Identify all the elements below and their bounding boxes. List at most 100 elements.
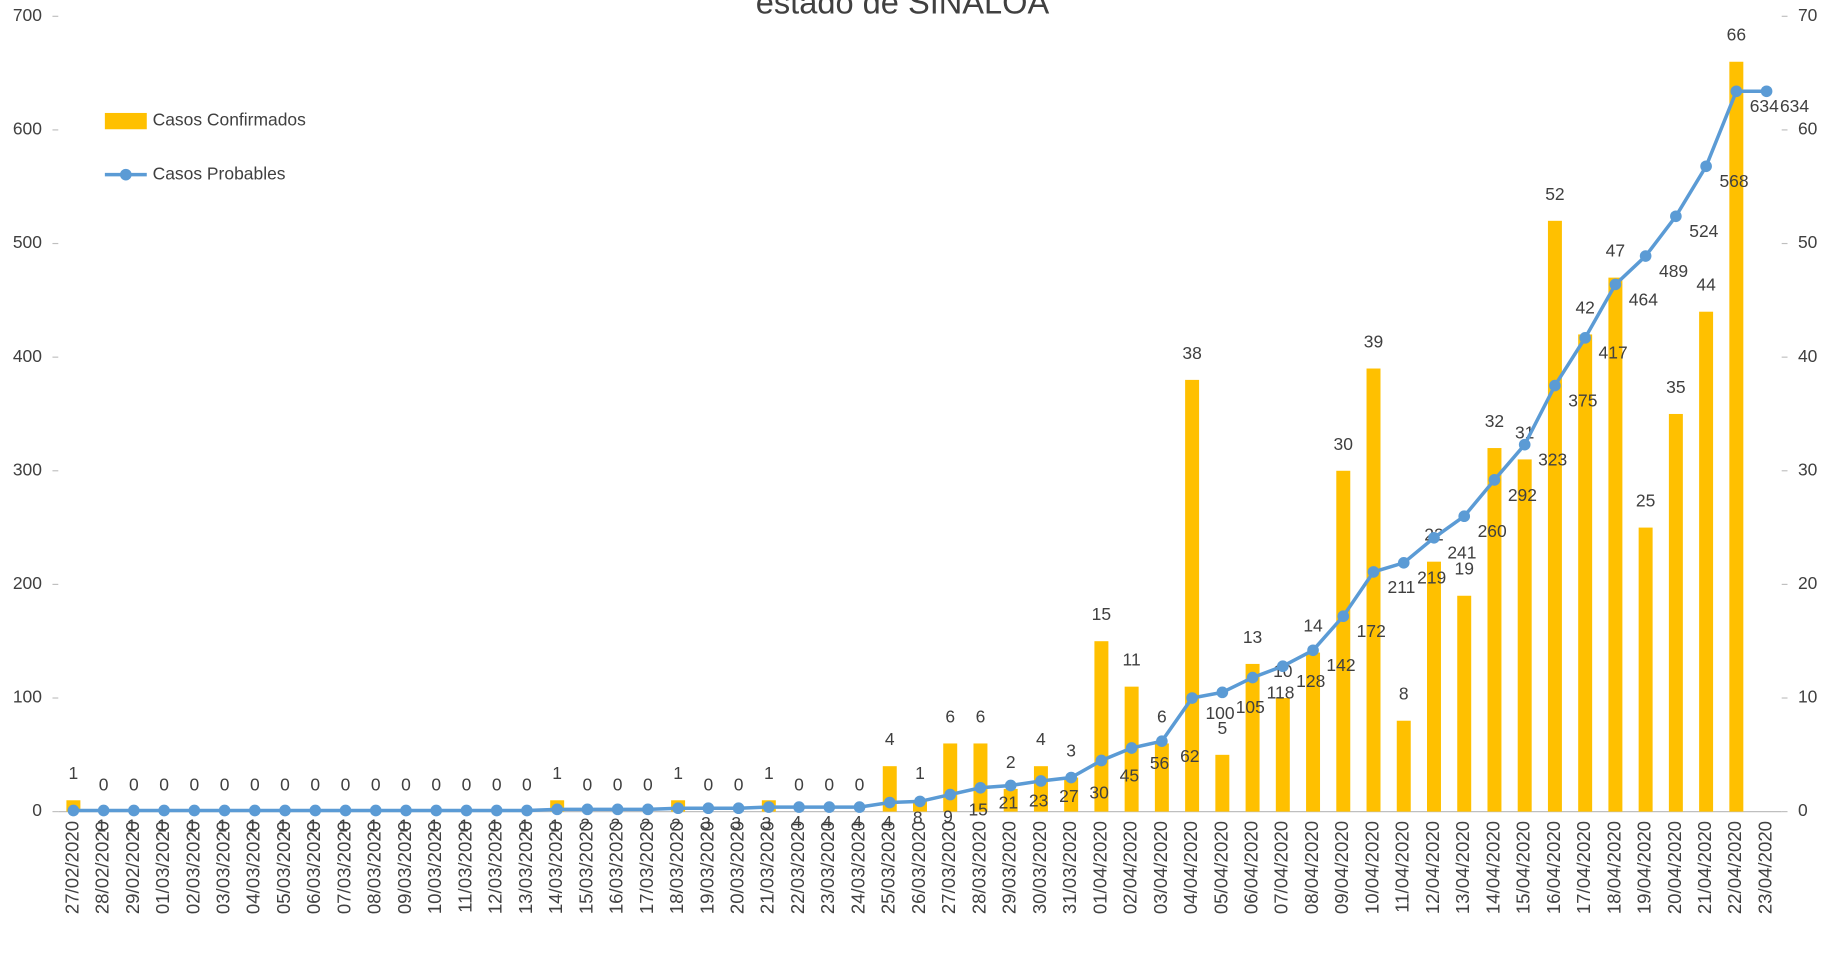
line-label: 568	[1719, 171, 1748, 191]
bar-label: 1	[552, 763, 562, 783]
x-tick-label: 23/03/2020	[817, 821, 838, 914]
line-label: 23	[1029, 790, 1048, 810]
line-marker	[1670, 210, 1682, 223]
bar-label: 11	[1123, 650, 1141, 670]
x-tick-label: 27/02/2020	[61, 821, 82, 914]
line-label: 1	[459, 815, 469, 835]
x-tick-label: 13/04/2020	[1452, 821, 1473, 914]
x-tick-label: 22/03/2020	[787, 821, 808, 914]
line-marker	[611, 803, 624, 816]
bar	[1517, 459, 1532, 812]
x-tick-label: 09/04/2020	[1331, 821, 1352, 914]
bar	[1064, 777, 1079, 812]
y2-tick-label: 10	[1798, 687, 1818, 707]
bar	[1729, 61, 1744, 812]
bar-label: 3	[1066, 741, 1076, 761]
line-marker	[1004, 779, 1017, 792]
line-marker	[702, 802, 715, 815]
line-label: 2	[610, 814, 620, 834]
bar-label: 0	[371, 775, 381, 795]
bar-label: 0	[129, 775, 139, 795]
x-tick-label: 20/04/2020	[1664, 821, 1685, 914]
bar	[1275, 698, 1290, 812]
bar-label: 14	[1303, 616, 1323, 636]
legend-label: Casos Probables	[153, 163, 286, 183]
y2-tick-label: 70	[1798, 5, 1818, 25]
x-tick-label: 13/03/2020	[515, 821, 536, 914]
x-tick-label: 01/03/2020	[152, 821, 173, 914]
bar-label: 0	[522, 775, 532, 795]
bar	[1396, 720, 1411, 812]
bar-label: 44	[1696, 275, 1716, 295]
bar-label: 0	[855, 775, 865, 795]
x-tick-label: 28/03/2020	[968, 821, 989, 914]
x-tick-label: 14/03/2020	[545, 821, 566, 914]
line-marker	[1639, 250, 1652, 262]
bar	[1336, 470, 1351, 812]
line-marker	[430, 804, 443, 817]
bar-label: 0	[189, 775, 199, 795]
bar-label: 2	[1006, 752, 1016, 772]
bar-label: 0	[280, 775, 290, 795]
bar	[1608, 277, 1623, 812]
line-marker	[309, 804, 322, 817]
line-label: 4	[792, 812, 802, 832]
line-marker	[188, 804, 201, 817]
line-marker	[1518, 438, 1531, 451]
line-marker	[1609, 278, 1622, 291]
bar-label: 0	[310, 775, 320, 795]
line-label: 1	[278, 815, 288, 835]
line-label: 1	[157, 815, 167, 835]
legend-swatch	[119, 168, 132, 181]
x-tick-label: 07/03/2020	[333, 821, 354, 914]
x-tick-label: 16/03/2020	[606, 821, 627, 914]
bar-label: 0	[643, 775, 653, 795]
line-marker	[944, 788, 957, 801]
line-marker	[551, 803, 563, 816]
bar	[1457, 595, 1472, 812]
y2-tick-label: 0	[1798, 800, 1808, 820]
x-tick-label: 03/04/2020	[1150, 821, 1171, 914]
line-marker	[521, 804, 533, 817]
bar-label: 0	[703, 775, 713, 795]
x-tick-label: 26/03/2020	[908, 821, 929, 914]
bar-label: 39	[1364, 332, 1383, 352]
line-marker	[1337, 610, 1350, 623]
bar-label: 4	[885, 729, 895, 749]
line-label: 219	[1417, 568, 1446, 588]
x-tick-label: 05/03/2020	[273, 821, 294, 914]
bar	[943, 743, 958, 812]
line-marker	[218, 804, 231, 817]
line-marker	[1760, 85, 1773, 98]
x-tick-label: 16/04/2020	[1543, 821, 1564, 914]
line-marker	[1276, 660, 1289, 673]
line-label: 1	[187, 815, 197, 835]
x-tick-label: 07/04/2020	[1271, 821, 1292, 914]
line-marker	[1035, 775, 1047, 787]
line-label: 1	[429, 815, 439, 835]
x-tick-label: 10/03/2020	[424, 821, 445, 914]
x-tick-label: 17/04/2020	[1573, 821, 1594, 914]
bar-label: 47	[1606, 241, 1625, 261]
x-tick-label: 05/04/2020	[1210, 821, 1231, 914]
line-label: 1	[520, 815, 530, 835]
line-label: 8	[913, 807, 923, 827]
line-label: 100	[1205, 703, 1234, 723]
line-label: 1	[96, 815, 106, 835]
x-tick-label: 20/03/2020	[726, 821, 747, 914]
line-label: 3	[762, 813, 772, 833]
x-tick-label: 21/03/2020	[757, 821, 778, 914]
x-tick-label: 14/04/2020	[1482, 821, 1503, 914]
line-label: 142	[1326, 655, 1355, 675]
bar	[1154, 743, 1169, 812]
bar-label: 0	[794, 775, 804, 795]
line-label: 62	[1180, 746, 1199, 766]
line-marker	[853, 801, 866, 813]
x-tick-label: 31/03/2020	[1059, 821, 1080, 914]
bar-label: 25	[1636, 491, 1655, 511]
line-label: 9	[943, 806, 953, 826]
line-marker	[672, 802, 684, 815]
line-label: 3	[731, 813, 741, 833]
line-marker	[460, 804, 473, 817]
